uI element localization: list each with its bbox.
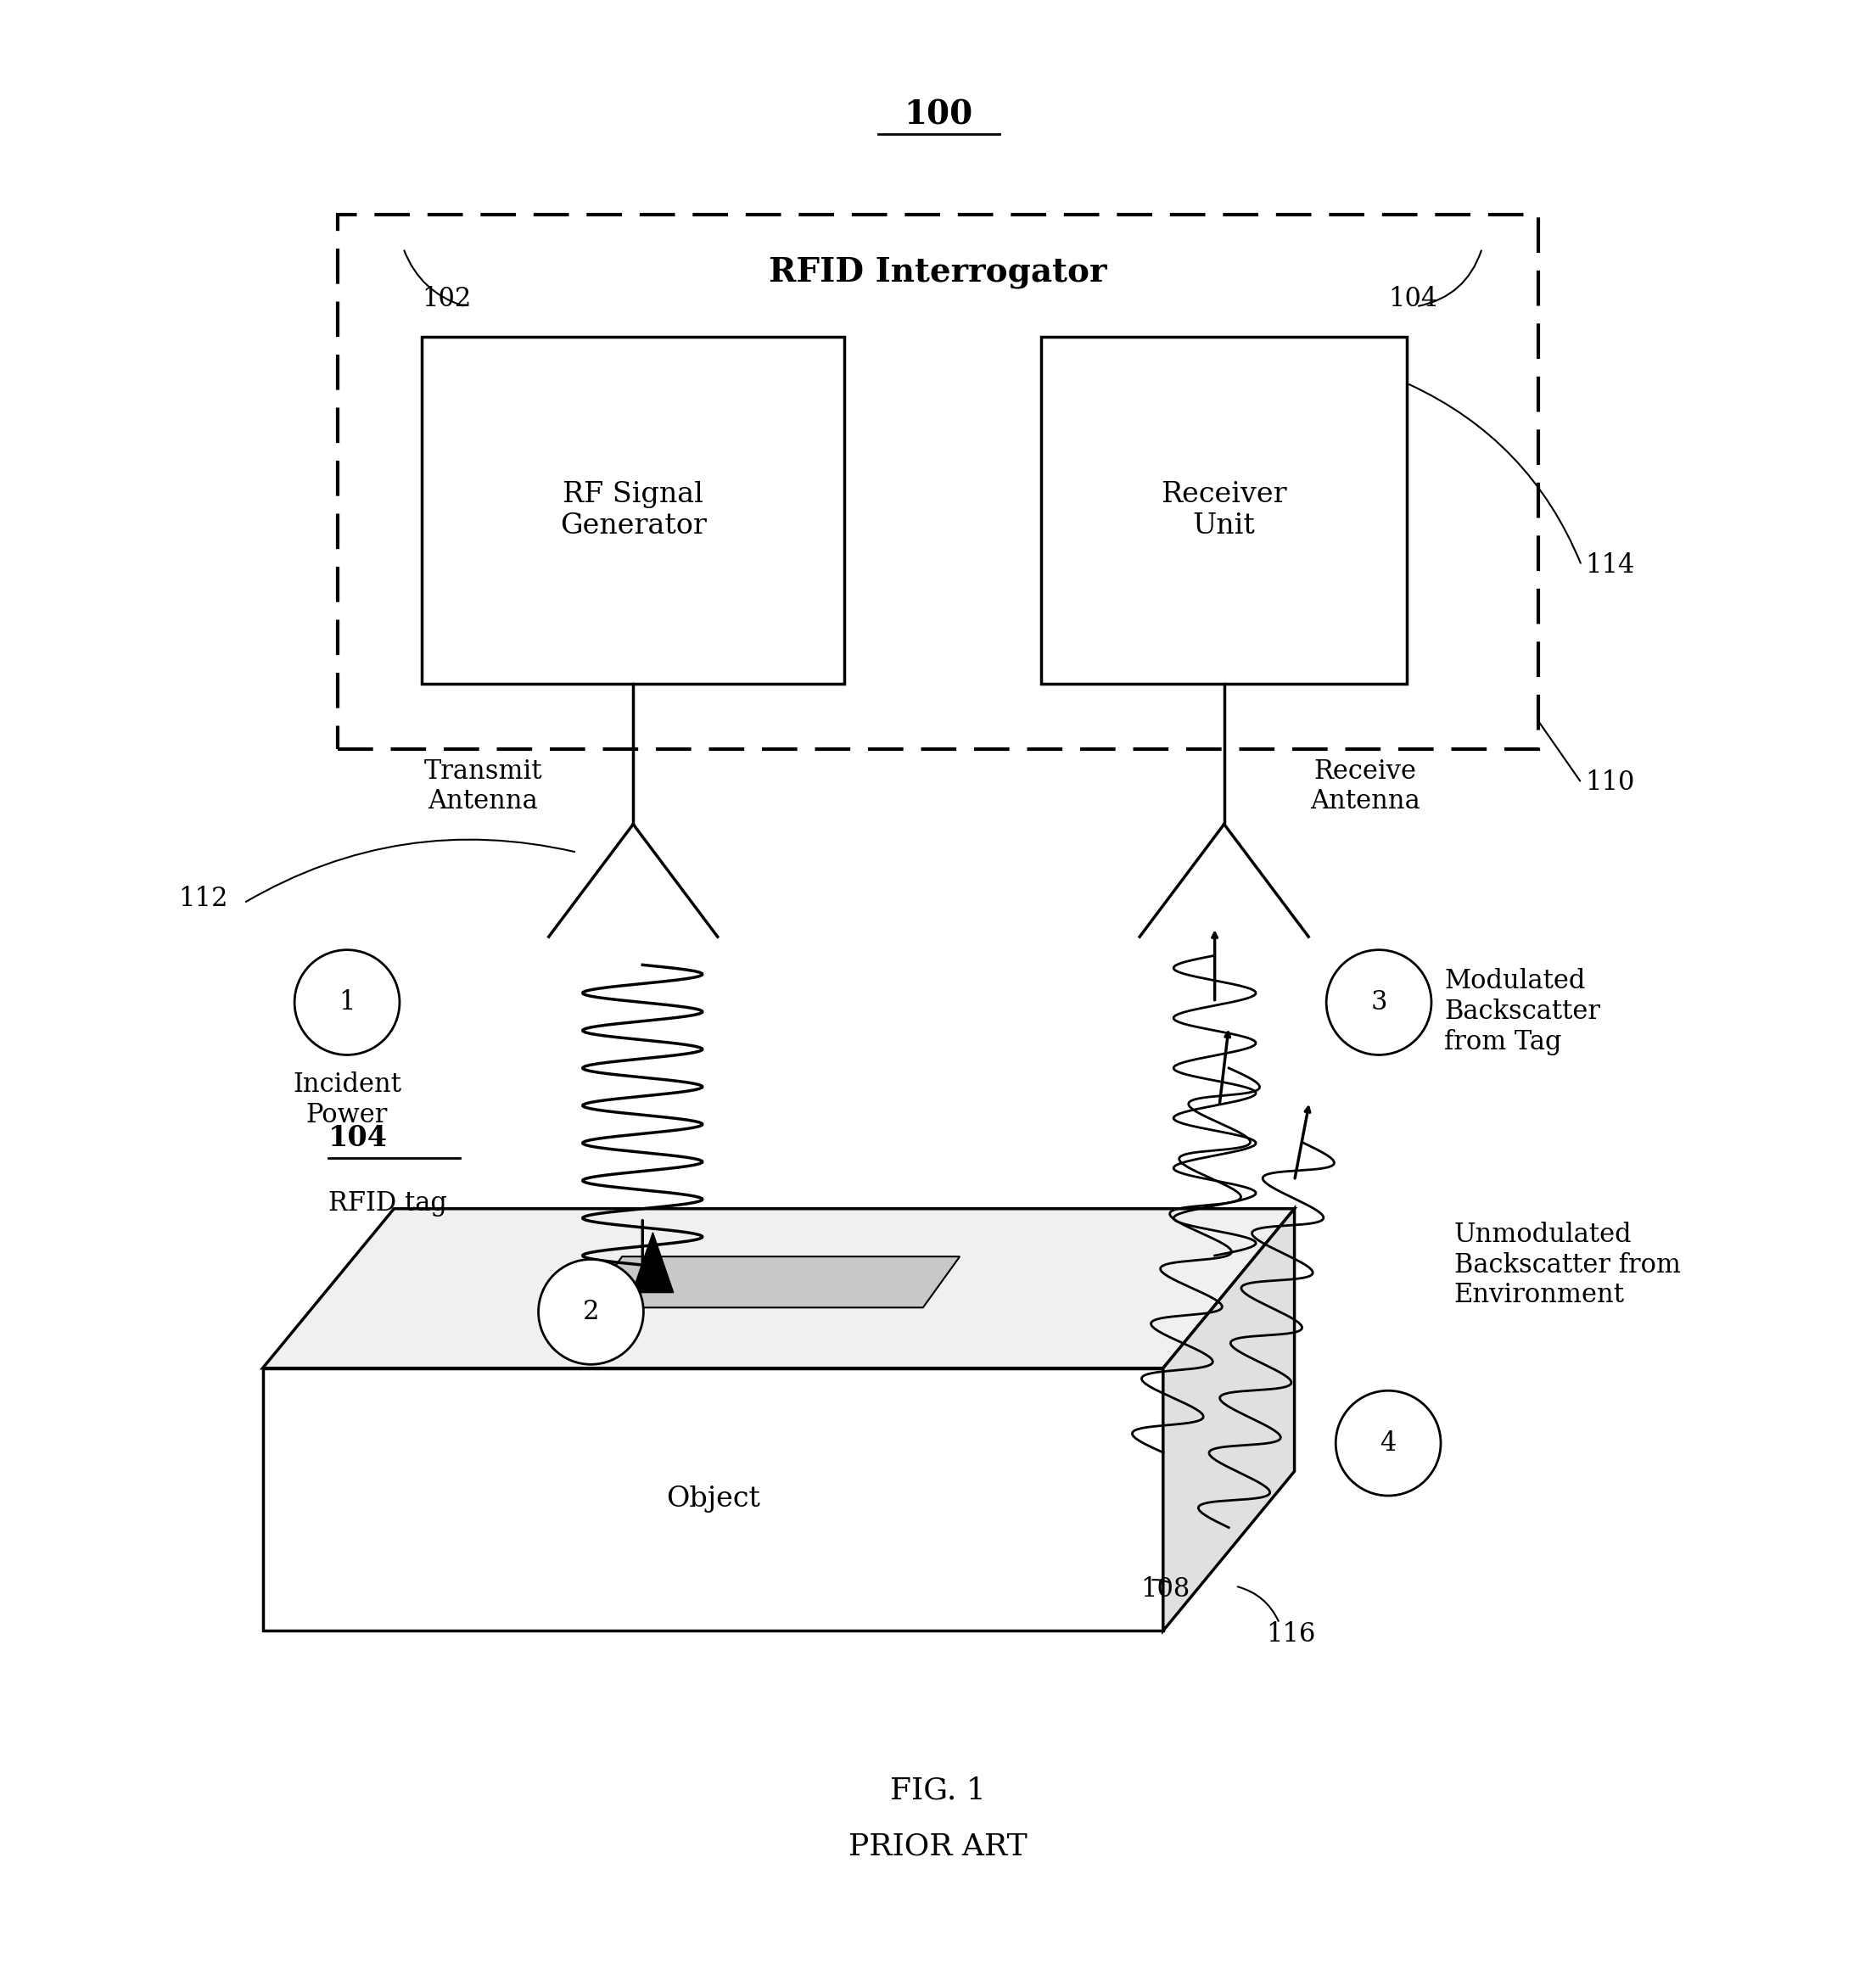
Text: 114: 114 <box>1585 552 1634 578</box>
Polygon shape <box>585 1257 961 1307</box>
Circle shape <box>1336 1390 1441 1495</box>
Text: Modulated
Backscatter
from Tag: Modulated Backscatter from Tag <box>1445 969 1600 1055</box>
Circle shape <box>295 949 400 1055</box>
Bar <box>422 336 844 683</box>
Text: RFID Interrogator: RFID Interrogator <box>769 256 1107 288</box>
Text: Receive
Antenna: Receive Antenna <box>1309 759 1420 814</box>
Bar <box>1041 336 1407 683</box>
Polygon shape <box>263 1209 1294 1368</box>
Text: 2: 2 <box>583 1299 598 1325</box>
Text: Receiver
Unit: Receiver Unit <box>1161 481 1287 540</box>
Polygon shape <box>1163 1209 1294 1631</box>
Circle shape <box>538 1259 643 1364</box>
Text: Incident
Power: Incident Power <box>293 1072 401 1128</box>
Text: Object: Object <box>666 1486 760 1513</box>
Text: 104: 104 <box>328 1124 388 1152</box>
Polygon shape <box>263 1368 1163 1631</box>
Text: 1: 1 <box>340 989 355 1015</box>
Text: PRIOR ART: PRIOR ART <box>848 1831 1028 1861</box>
Bar <box>338 214 1538 749</box>
Text: RFID tag: RFID tag <box>328 1190 446 1215</box>
Text: Transmit
Antenna: Transmit Antenna <box>424 759 542 814</box>
Text: RF Signal
Generator: RF Signal Generator <box>559 481 707 540</box>
Circle shape <box>1326 949 1431 1055</box>
Text: Unmodulated
Backscatter from
Environment: Unmodulated Backscatter from Environment <box>1454 1221 1681 1309</box>
Text: 104: 104 <box>1388 286 1437 312</box>
Text: 108: 108 <box>1141 1577 1189 1603</box>
Text: 100: 100 <box>904 99 972 131</box>
Text: FIG. 1: FIG. 1 <box>889 1775 987 1805</box>
Text: 102: 102 <box>422 286 471 312</box>
Text: 3: 3 <box>1371 989 1386 1015</box>
Polygon shape <box>632 1233 673 1293</box>
Text: 4: 4 <box>1381 1430 1396 1456</box>
Text: 116: 116 <box>1266 1621 1315 1648</box>
Text: 110: 110 <box>1585 771 1634 796</box>
Text: 112: 112 <box>178 886 227 912</box>
